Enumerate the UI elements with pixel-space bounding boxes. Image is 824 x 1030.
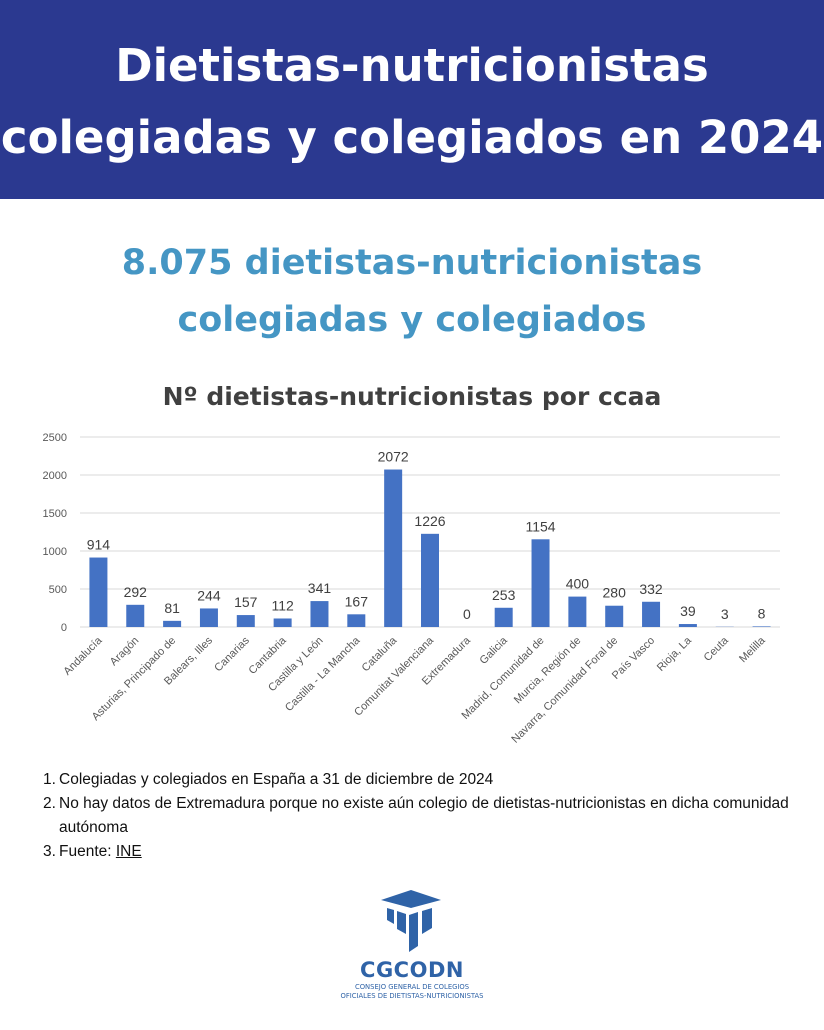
bar bbox=[752, 626, 771, 627]
bar-value-label: 157 bbox=[234, 594, 258, 610]
bar-value-label: 0 bbox=[463, 606, 471, 622]
footnote-2: 2. No hay datos de Extremadura porque no … bbox=[43, 792, 813, 840]
footnote-text: Colegiadas y colegiados en España a 31 d… bbox=[59, 771, 494, 788]
bar-value-label: 1154 bbox=[525, 518, 555, 534]
y-tick-label: 1500 bbox=[43, 508, 67, 520]
footnote-number: 1. bbox=[43, 771, 56, 788]
source-link[interactable]: INE bbox=[115, 843, 142, 860]
footnotes: 1. Colegiadas y colegiados en España a 31… bbox=[43, 768, 813, 864]
x-category-label: Andalucía bbox=[61, 634, 105, 678]
bar-value-label: 341 bbox=[308, 580, 332, 596]
logo-name: CGCODN bbox=[360, 958, 464, 982]
bar-value-label: 914 bbox=[87, 537, 111, 553]
bar bbox=[273, 618, 292, 627]
bar bbox=[347, 614, 366, 627]
bar-value-label: 39 bbox=[680, 603, 696, 619]
logo-subtitle-line1: CONSEJO GENERAL DE COLEGIOS bbox=[354, 983, 470, 991]
bar bbox=[421, 533, 439, 627]
bar bbox=[163, 620, 182, 627]
chart-bars bbox=[89, 469, 771, 627]
summary-line2: colegiadas y colegiados bbox=[177, 300, 647, 340]
bar-value-label: 8 bbox=[758, 605, 766, 621]
bar bbox=[310, 601, 329, 627]
x-category-label: Aragón bbox=[108, 635, 142, 669]
footnote-1: 1. Colegiadas y colegiados en España a 31… bbox=[43, 768, 813, 792]
footnote-number: 2. bbox=[43, 795, 56, 812]
bar-value-label: 400 bbox=[566, 576, 590, 592]
y-tick-label: 2500 bbox=[43, 432, 67, 444]
header-banner: Dietistas-nutricionistas colegiadas y co… bbox=[0, 0, 824, 199]
header-title-line1: Dietistas-nutricionistas bbox=[115, 39, 709, 92]
footnote-3: 3. Fuente: INE bbox=[43, 840, 813, 864]
bar-value-label: 167 bbox=[345, 593, 369, 609]
cgcodn-emblem-icon bbox=[381, 890, 441, 952]
x-category-label: Castilla - La Mancha bbox=[283, 634, 363, 714]
bar-value-label: 3 bbox=[721, 606, 729, 622]
bar-value-label: 292 bbox=[124, 584, 148, 600]
bar-value-label: 112 bbox=[271, 597, 294, 613]
bar-value-label: 253 bbox=[492, 587, 516, 603]
bar bbox=[89, 557, 108, 627]
bar-value-label: 280 bbox=[603, 585, 627, 601]
summary-line1: 8.075 dietistas-nutricionistas bbox=[121, 243, 703, 283]
y-axis-ticks: 0 500 1000 1500 2000 2500 bbox=[43, 432, 67, 634]
x-category-label: Ceuta bbox=[702, 634, 732, 664]
bar bbox=[494, 607, 513, 627]
bar bbox=[678, 624, 697, 627]
y-tick-label: 500 bbox=[49, 584, 67, 596]
bar-value-label: 1226 bbox=[414, 513, 445, 529]
bar bbox=[605, 605, 624, 627]
bar-value-label: 2072 bbox=[378, 449, 409, 465]
x-category-label: Rioja, La bbox=[655, 634, 695, 674]
y-tick-label: 2000 bbox=[43, 470, 67, 482]
x-category-label: Melilla bbox=[737, 634, 768, 665]
x-category-label: Galicia bbox=[478, 634, 511, 667]
bar-data-labels: 914 292 81 244 157 112 341 167 2072 1226 0 253 1154 4… bbox=[87, 449, 766, 622]
y-tick-label: 0 bbox=[61, 622, 67, 634]
bar bbox=[568, 596, 587, 627]
bar bbox=[199, 608, 218, 627]
cgcodn-logo: CGCODN CONSEJO GENERAL DE COLEGIOS OFICI… bbox=[330, 888, 494, 1008]
y-tick-label: 1000 bbox=[43, 546, 67, 558]
bar bbox=[642, 601, 661, 627]
bar bbox=[126, 604, 145, 627]
logo-subtitle-line2: OFICIALES DE DIETISTAS-NUTRICIONISTAS bbox=[340, 992, 484, 1000]
bar bbox=[236, 615, 255, 627]
bar-value-label: 81 bbox=[164, 600, 180, 616]
bar bbox=[531, 539, 550, 627]
chart-title: Nº dietistas-nutricionistas por ccaa bbox=[162, 382, 662, 411]
bar-value-label: 244 bbox=[197, 587, 221, 603]
bar-value-label: 332 bbox=[639, 581, 663, 597]
header-title-line2: colegiadas y colegiados en 2024 bbox=[0, 111, 824, 164]
footnote-text: Fuente: bbox=[59, 843, 116, 860]
x-category-label: Murcia, Región de bbox=[512, 635, 584, 707]
bar bbox=[384, 469, 403, 627]
footnote-number: 3. bbox=[43, 843, 56, 860]
footnote-text: No hay datos de Extremadura porque no ex… bbox=[59, 795, 789, 836]
